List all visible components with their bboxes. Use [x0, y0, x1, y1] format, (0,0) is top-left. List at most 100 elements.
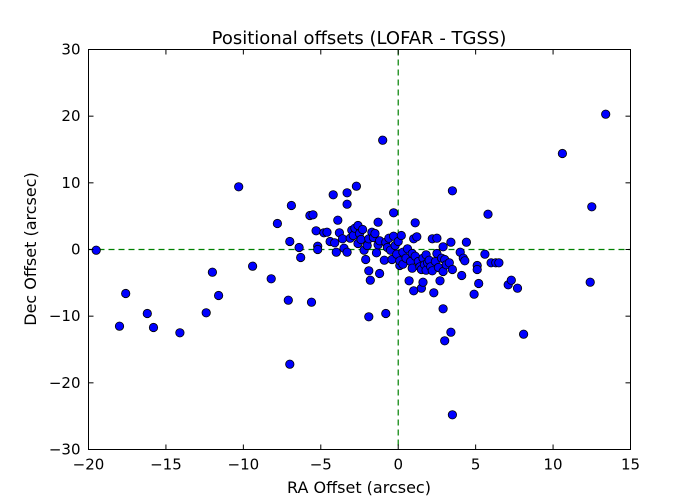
data-point-132: [472, 264, 482, 275]
data-point-123: [447, 186, 457, 196]
data-point-133: [474, 278, 484, 289]
y-tick-label: 10: [61, 174, 80, 192]
data-point-85: [407, 263, 417, 273]
data-point-17: [294, 242, 304, 253]
data-points: [91, 109, 611, 420]
data-point-128: [460, 256, 470, 266]
x-tick-label: −10: [228, 456, 260, 474]
data-point-6: [201, 308, 211, 318]
x-tick-label: −5: [310, 456, 332, 474]
data-point-28: [328, 190, 338, 200]
y-tick-label: 0: [71, 241, 81, 259]
data-point-36: [342, 199, 352, 209]
data-point-7: [207, 267, 217, 277]
y-tick-labels: −30 −20 −10 0 10 20 30: [49, 41, 81, 459]
y-tick-label: 30: [61, 41, 80, 59]
data-point-0: [91, 245, 101, 255]
x-tick-label: 5: [471, 456, 481, 474]
data-point-62: [374, 268, 385, 279]
data-point-1: [114, 321, 125, 331]
data-point-134: [480, 249, 490, 259]
data-point-78: [396, 230, 406, 241]
data-point-15: [286, 200, 296, 211]
y-tick-label: 20: [61, 107, 80, 125]
x-tick-label: −15: [150, 456, 182, 474]
data-point-138: [494, 258, 504, 268]
data-point-144: [585, 277, 595, 287]
data-point-121: [446, 327, 456, 337]
data-point-16: [285, 236, 295, 247]
data-point-97: [418, 277, 428, 287]
data-point-88: [409, 286, 419, 296]
data-point-29: [330, 238, 340, 248]
data-point-54: [365, 275, 375, 285]
data-point-23: [311, 226, 321, 236]
data-point-58: [371, 248, 382, 258]
data-point-66: [381, 308, 391, 319]
data-point-33: [337, 234, 348, 244]
data-point-3: [142, 308, 152, 319]
data-point-120: [446, 237, 456, 247]
x-tick-label: 10: [544, 456, 563, 474]
x-tick-label: −20: [73, 456, 105, 474]
data-point-21: [306, 297, 317, 307]
x-tick-labels: −20 −15 −10 −5 0 5 10 15: [73, 456, 640, 474]
data-point-91: [412, 232, 422, 242]
data-point-18: [296, 252, 306, 263]
data-point-63: [378, 135, 388, 145]
data-point-57: [370, 228, 380, 239]
reference-lines: [88, 49, 631, 450]
data-point-106: [429, 288, 439, 298]
data-point-129: [461, 237, 471, 247]
data-point-145: [587, 202, 597, 212]
y-tick-label: −20: [49, 374, 81, 392]
data-point-113: [438, 242, 448, 252]
data-point-72: [388, 208, 399, 218]
x-axis-label: RA Offset (arcsec): [287, 478, 431, 497]
y-tick-label: −30: [49, 441, 81, 459]
data-point-83: [404, 276, 414, 286]
data-point-35: [342, 188, 352, 198]
data-point-12: [272, 218, 282, 229]
data-point-109: [432, 233, 442, 243]
data-point-4: [148, 322, 159, 333]
data-point-140: [506, 275, 516, 285]
data-point-8: [214, 290, 224, 301]
data-point-2: [121, 288, 131, 299]
y-axis-label: Dec Offset (arcsec): [21, 172, 40, 326]
data-point-52: [364, 266, 374, 276]
data-point-146: [601, 109, 611, 119]
data-point-90: [410, 218, 420, 228]
data-point-42: [351, 181, 361, 191]
data-point-126: [457, 270, 467, 281]
data-point-30: [331, 247, 341, 257]
data-point-64: [379, 255, 389, 265]
data-point-31: [333, 215, 343, 225]
data-point-142: [518, 329, 529, 339]
data-point-20: [308, 210, 318, 220]
data-point-37: [342, 247, 352, 257]
data-point-143: [557, 148, 568, 159]
data-point-60: [373, 217, 383, 227]
data-point-9: [234, 182, 244, 192]
data-point-24: [313, 244, 323, 255]
data-point-141: [512, 283, 523, 293]
data-point-47: [357, 224, 368, 235]
data-point-115: [438, 304, 448, 314]
data-point-124: [447, 410, 457, 420]
chart-title: Positional offsets (LOFAR - TGSS): [212, 28, 507, 49]
y-tick-label: −10: [49, 307, 81, 325]
x-tick-label: 0: [393, 456, 403, 474]
data-point-13: [283, 295, 293, 305]
axis-ticks: [88, 49, 631, 450]
data-point-26: [322, 227, 332, 237]
data-point-135: [483, 209, 493, 219]
data-point-10: [248, 261, 258, 271]
data-point-5: [175, 328, 185, 338]
data-point-122: [447, 264, 457, 275]
data-point-11: [266, 274, 276, 284]
x-tick-label: 15: [621, 456, 640, 474]
data-point-53: [364, 312, 374, 322]
data-point-14: [285, 359, 295, 369]
